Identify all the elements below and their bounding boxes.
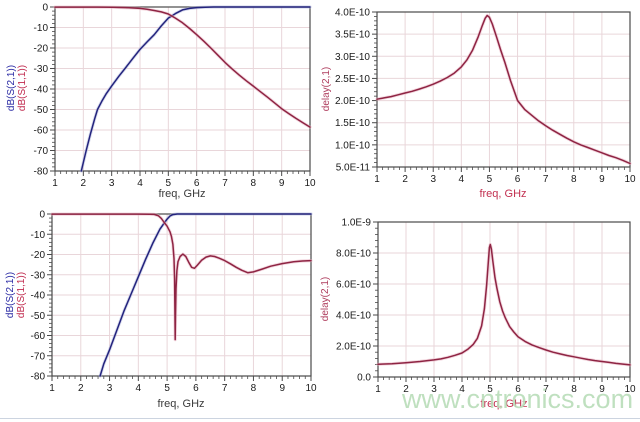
x-tick-label: 4: [137, 178, 143, 189]
y-tick-label: -40: [31, 291, 46, 302]
plot-frame: [377, 221, 631, 378]
y-tick-label: -80: [31, 372, 46, 383]
series-halo-delay(2,1): [375, 13, 632, 166]
y-tick-label: 8.0E-10: [336, 249, 371, 260]
series-line-dB(S(2,1)): [99, 213, 312, 377]
y-tick-label: -40: [34, 85, 49, 96]
y-tick-label: -70: [31, 351, 46, 362]
x-tick-label: 4: [459, 174, 465, 185]
y-tick-label: 5.0E-11: [336, 163, 371, 174]
y-tick-label: 1.5E-10: [335, 118, 370, 129]
x-axis-label-freq: freq, GHz: [157, 398, 205, 410]
x-tick-label: 9: [599, 174, 605, 185]
x-tick-label: 1: [375, 384, 381, 395]
x-tick-label: 8: [571, 384, 577, 395]
x-tick-label: 7: [222, 178, 228, 189]
x-tick-label: 6: [515, 384, 521, 395]
x-tick-label: 9: [279, 178, 285, 189]
x-tick-label: 8: [251, 178, 257, 189]
chart-canvas-delay-top: 1 2 3 4 5 6 7 8 9 10 4.0E-10 3.5E-10 3.0E-10 2.5E-10 2…: [335, 8, 636, 186]
x-tick-label: 3: [109, 178, 115, 189]
y-tick-label: 2.0E-10: [336, 342, 371, 353]
x-tick-label: 5: [487, 174, 493, 185]
x-tick-label: 10: [624, 384, 636, 395]
y-tick-label: -20: [34, 44, 49, 55]
x-tick-label: 5: [164, 383, 170, 394]
x-tick-label: 9: [599, 384, 605, 395]
chart-canvas-delay-bottom: 1 2 3 4 5 6 7 8 9 10 1.0E-9 8.0E-10 6.0E-10 4.0E-10 2.…: [336, 218, 636, 396]
y-tick-label: -80: [34, 167, 49, 178]
series-line-dB(S(2,1)): [80, 6, 311, 172]
y-tick-label: 2.5E-10: [335, 74, 370, 85]
y-tick-label: -10: [34, 23, 49, 34]
x-tick-label: 6: [194, 178, 200, 189]
x-tick-label: 3: [431, 384, 437, 395]
chart-panel-s-params-bottom: 1 2 3 4 5 6 7 8 9 10 0 -10 -20 -30 -40 -50 -60 -70 -80 dB(…: [0, 210, 320, 422]
y-tick-label: 1.0E-9: [342, 218, 372, 229]
x-tick-label: 4: [136, 383, 142, 394]
x-tick-label: 2: [402, 174, 408, 185]
x-axis-label-freq: freq, GHz: [158, 188, 206, 200]
x-tick-label: 10: [624, 174, 636, 185]
y-tick-label: -60: [31, 331, 46, 342]
y-tick-label: 4.0E-10: [335, 8, 370, 19]
chart-canvas-s-params-bottom: 1 2 3 4 5 6 7 8 9 10 0 -10 -20 -30 -40 -50 -60 -70 -80: [31, 210, 317, 395]
x-tick-label: 6: [193, 383, 199, 394]
chart-canvas-s-params-top: 1 2 3 4 5 6 7 8 9 10 0 -10 -20 -30 -40 -50 -60 -70 -80: [34, 3, 316, 190]
y-tick-label: 0.0: [357, 373, 371, 384]
x-tick-label: 5: [166, 178, 172, 189]
x-tick-label: 3: [107, 383, 113, 394]
x-tick-label: 3: [430, 174, 436, 185]
chart-panel-s-params-top: 1 2 3 4 5 6 7 8 9 10 0 -10 -20 -30 -40 -50 -60 -70 -80 dB(…: [0, 0, 320, 211]
y-tick-label: -70: [34, 146, 49, 157]
series-line-dB(S(1,1)): [54, 6, 311, 128]
y-tick-label: -30: [31, 270, 46, 281]
plot-frame: [376, 11, 631, 168]
y-tick-label: 1.0E-10: [335, 140, 370, 151]
y-tick-label: -50: [34, 105, 49, 116]
x-tick-label: 2: [81, 178, 87, 189]
x-tick-label: 1: [49, 383, 55, 394]
x-tick-label: 10: [305, 383, 317, 394]
x-tick-label: 2: [78, 383, 84, 394]
x-tick-label: 4: [459, 384, 465, 395]
x-tick-label: 5: [487, 384, 493, 395]
series-halo-delay(2,1): [376, 242, 632, 367]
page-divider-line: [0, 418, 640, 419]
x-tick-label: 9: [279, 383, 285, 394]
chart-panel-delay-top: 1 2 3 4 5 6 7 8 9 10 4.0E-10 3.5E-10 3.0E-10 2.5E-10 2…: [320, 0, 640, 211]
y-tick-label: -30: [34, 64, 49, 75]
x-tick-label: 6: [515, 174, 521, 185]
y-tick-label: -10: [31, 230, 46, 241]
x-tick-label: 8: [571, 174, 577, 185]
y-tick-label: 0: [39, 210, 45, 221]
chart-panel-delay-bottom: 1 2 3 4 5 6 7 8 9 10 1.0E-9 8.0E-10 6.0E-10 4.0E-10 2.…: [320, 211, 640, 422]
y-tick-label: 0: [42, 3, 48, 14]
series-line-delay(2,1): [377, 243, 631, 366]
y-tick-label: 2.0E-10: [335, 96, 370, 107]
y-tick-label: 4.0E-10: [336, 311, 371, 322]
x-tick-label: 1: [374, 174, 380, 185]
series-line-dB(S(1,1)): [51, 213, 312, 341]
x-axis-label-freq: freq, GHz: [479, 188, 527, 200]
y-tick-label: -20: [31, 250, 46, 261]
x-tick-label: 7: [543, 384, 549, 395]
series-line-delay(2,1): [376, 14, 631, 165]
y-tick-label: -50: [31, 311, 46, 322]
x-tick-label: 7: [222, 383, 228, 394]
x-tick-label: 7: [543, 174, 549, 185]
x-tick-label: 10: [304, 178, 316, 189]
y-tick-label: 3.0E-10: [335, 52, 370, 63]
x-tick-label: 1: [52, 178, 58, 189]
y-tick-label: 3.5E-10: [335, 30, 370, 41]
y-tick-label: -60: [34, 126, 49, 137]
y-tick-label: 6.0E-10: [336, 280, 371, 291]
series-halo-dB(S(1,1)): [50, 212, 313, 342]
plot-frame: [54, 6, 311, 172]
x-axis-label-freq: freq, GHz: [480, 398, 528, 410]
x-tick-label: 2: [403, 384, 409, 395]
x-tick-label: 8: [251, 383, 257, 394]
